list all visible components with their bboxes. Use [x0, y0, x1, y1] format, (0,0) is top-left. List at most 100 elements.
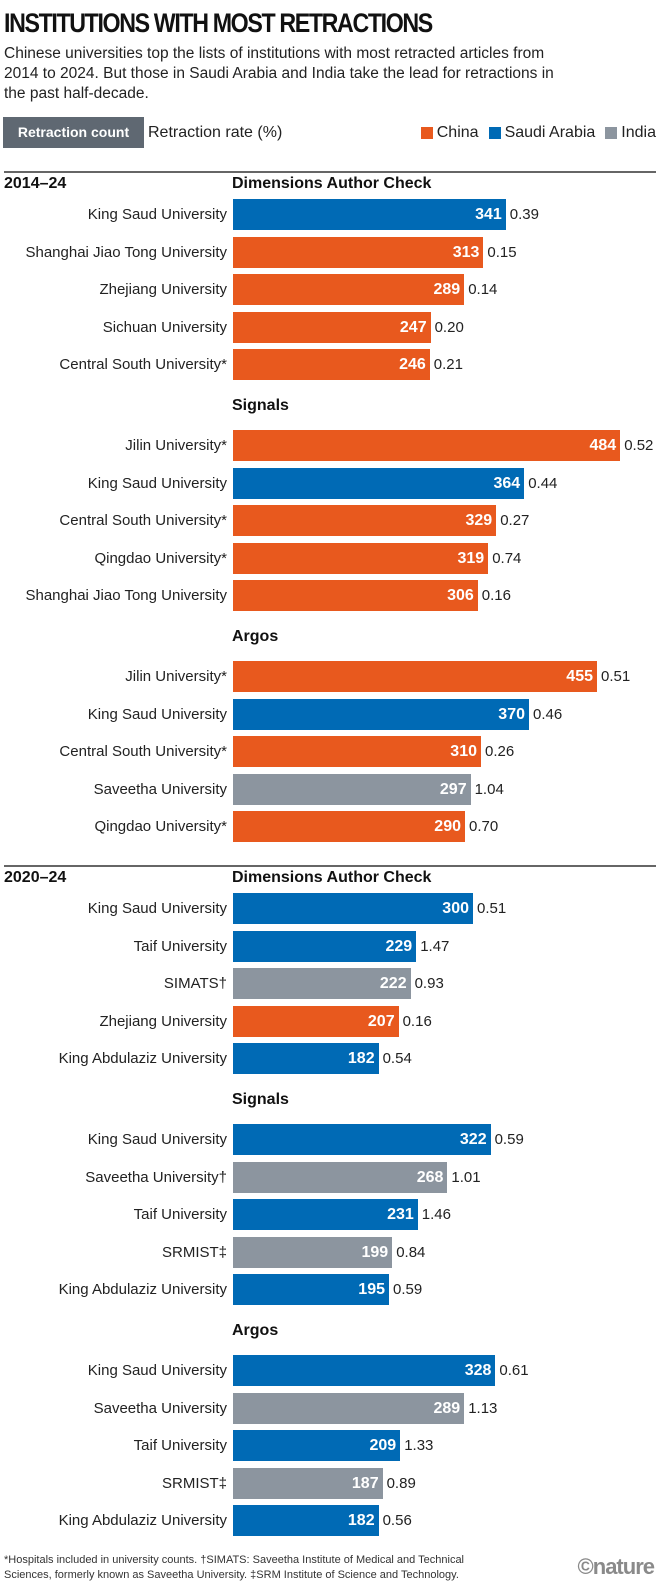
- institution-label: King Saud University: [87, 705, 227, 723]
- bar: 268: [233, 1161, 448, 1193]
- rate-label: 1.01: [451, 1168, 481, 1186]
- bar-count-label: 297: [439, 780, 467, 798]
- group-title: Signals: [232, 397, 289, 414]
- bar: 364: [233, 467, 525, 499]
- group-title: Argos: [232, 628, 279, 645]
- institution-label: Jilin University*: [125, 668, 227, 685]
- retraction-count-legend: Retraction count: [3, 117, 144, 148]
- rate-label: 0.21: [433, 356, 463, 374]
- bar: 329: [233, 505, 497, 537]
- group-title: Dimensions Author Check: [232, 869, 432, 886]
- bar: 187: [233, 1467, 383, 1499]
- rate-label: 0.89: [386, 1474, 416, 1492]
- bar-count-label: 231: [387, 1206, 414, 1224]
- bar-count-label: 199: [361, 1243, 389, 1261]
- rate-label: 0.93: [414, 975, 444, 993]
- legend-item-saudi-arabia: Saudi Arabia: [488, 124, 595, 142]
- china-swatch-icon: [420, 126, 433, 139]
- bar-count-label: 484: [589, 437, 617, 454]
- institution-label: King Abdulaziz University: [58, 1050, 227, 1068]
- group-title: Argos: [232, 1322, 279, 1339]
- rate-label: 0.51: [477, 900, 507, 917]
- country-legend: China Saudi Arabia India: [420, 117, 656, 148]
- rate-label: 0.46: [533, 705, 563, 723]
- bar-count-label: 364: [493, 474, 521, 492]
- bar-count-label: 455: [566, 668, 593, 685]
- rate-label: 1.47: [420, 937, 450, 955]
- institution-label: Central South University*: [59, 356, 227, 374]
- retraction-rate-legend: Retraction rate (%): [148, 124, 283, 141]
- saudi-arabia-swatch-icon: [488, 126, 501, 139]
- bar: 341: [233, 199, 506, 230]
- rate-label: 0.51: [601, 668, 631, 685]
- rate-label: 0.56: [382, 1512, 412, 1530]
- institution-label: King Saud University: [87, 474, 227, 492]
- rate-label: 1.46: [421, 1206, 451, 1224]
- bar: 310: [233, 736, 481, 768]
- institution-label: Zhejiang University: [99, 281, 227, 299]
- rate-label: 0.84: [396, 1243, 426, 1261]
- institution-label: King Saud University: [87, 1362, 227, 1379]
- institution-label: Central South University*: [59, 743, 227, 761]
- bar-count-label: 289: [433, 281, 461, 299]
- bar: 319: [233, 542, 489, 574]
- footnote: *Hospitals included in university counts…: [4, 1554, 465, 1581]
- chart-title: INSTITUTIONS WITH MOST RETRACTIONS: [4, 8, 433, 38]
- bar: 484: [233, 430, 621, 461]
- rate-label: 0.14: [468, 281, 498, 299]
- bar-count-label: 246: [399, 356, 426, 374]
- bar-count-label: 328: [464, 1362, 492, 1379]
- institution-label: Shanghai Jiao Tong University: [25, 587, 227, 605]
- bar: 289: [233, 1392, 465, 1424]
- rate-label: 0.74: [492, 549, 522, 567]
- institution-label: SIMATS†: [163, 975, 227, 993]
- bar: 300: [233, 893, 473, 924]
- bar: 289: [233, 274, 465, 306]
- rate-label: 1.33: [404, 1437, 434, 1455]
- institution-label: Taif University: [133, 1206, 227, 1224]
- bar: 370: [233, 698, 529, 730]
- institution-label: Qingdao University*: [94, 818, 227, 836]
- rate-label: 0.61: [499, 1362, 529, 1379]
- bar-count-label: 313: [452, 243, 480, 261]
- rate-label: 0.39: [509, 206, 539, 223]
- bar-count-label: 222: [379, 975, 407, 993]
- institution-label: Sichuan University: [102, 318, 227, 336]
- bar: 328: [233, 1355, 496, 1386]
- rate-label: 0.59: [494, 1131, 524, 1148]
- institution-label: Qingdao University*: [94, 549, 227, 567]
- bar-count-label: 341: [475, 206, 502, 223]
- institution-label: Zhejiang University: [99, 1012, 227, 1030]
- institution-label: Taif University: [133, 1437, 227, 1455]
- institution-label: King Abdulaziz University: [58, 1512, 227, 1530]
- bar: 182: [233, 1043, 379, 1075]
- bar-count-label: 300: [442, 900, 469, 917]
- bar: 322: [233, 1124, 491, 1155]
- period-label: 2014–24: [4, 175, 67, 192]
- institution-label: SRMIST‡: [161, 1474, 227, 1492]
- bar: 195: [233, 1274, 389, 1306]
- section-divider: [4, 171, 656, 173]
- bar-count-label: 182: [347, 1050, 375, 1068]
- institution-label: Saveetha University: [93, 1399, 227, 1417]
- rate-label: 0.52: [624, 437, 654, 454]
- bar: 297: [233, 773, 471, 805]
- institution-label: King Saud University: [87, 206, 227, 223]
- bar-count-label: 195: [358, 1281, 385, 1299]
- bar-count-label: 310: [450, 743, 477, 761]
- bar: 290: [233, 811, 465, 843]
- bar: 247: [233, 311, 431, 343]
- bar: 455: [233, 661, 597, 692]
- bar-count-label: 289: [433, 1399, 461, 1417]
- bar-count-label: 370: [498, 705, 525, 723]
- institution-label: King Abdulaziz University: [58, 1281, 227, 1299]
- bar: 306: [233, 580, 478, 612]
- institution-label: Saveetha University: [93, 780, 227, 798]
- institution-label: Jilin University*: [125, 437, 227, 454]
- institution-label: Central South University*: [59, 512, 227, 530]
- rate-label: 1.04: [474, 780, 504, 798]
- rate-label: 1.13: [468, 1399, 498, 1417]
- bar: 207: [233, 1005, 399, 1037]
- group-title: Signals: [232, 1091, 289, 1108]
- section-divider: [4, 865, 656, 867]
